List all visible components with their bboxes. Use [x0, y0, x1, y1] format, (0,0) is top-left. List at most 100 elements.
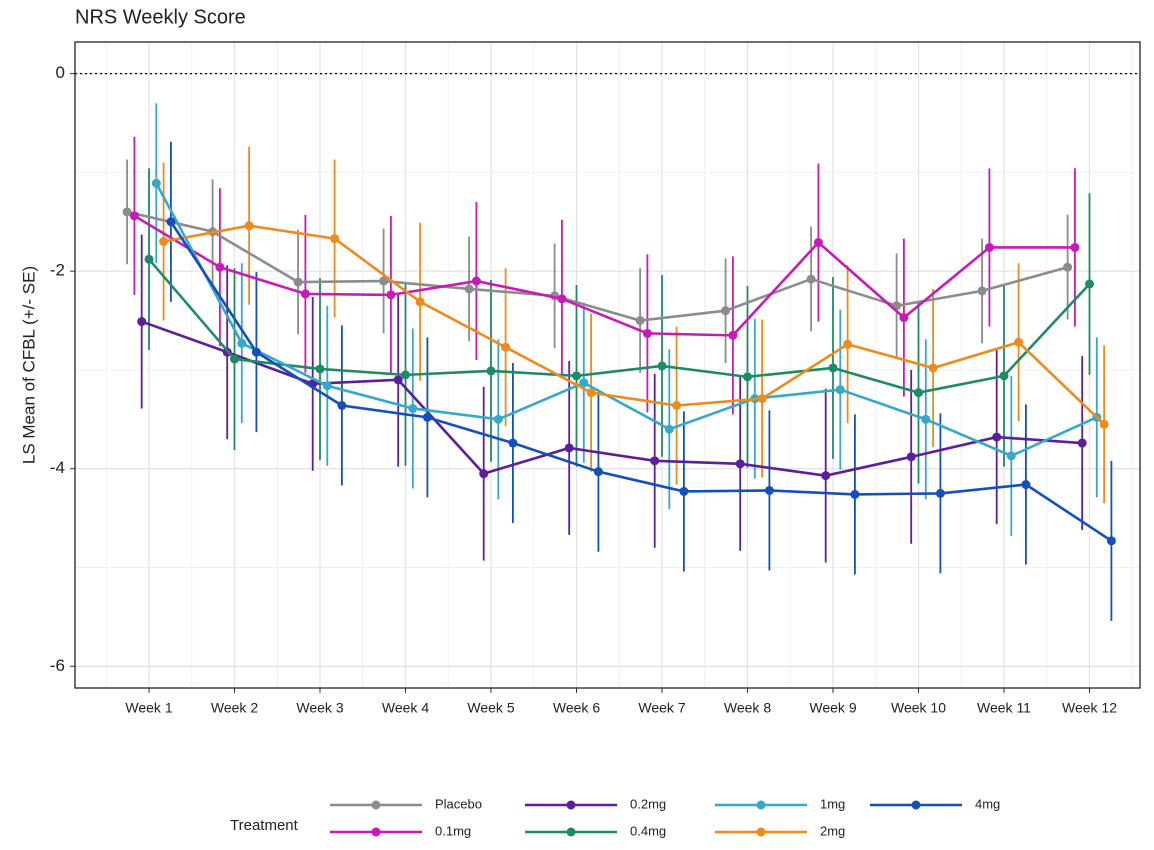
point [251, 347, 261, 357]
point [337, 400, 347, 410]
x-tick-label: Week 4 [382, 700, 429, 716]
legend-label: 1mg [820, 796, 845, 811]
point [159, 237, 169, 247]
point [593, 467, 603, 477]
legend-key-point [756, 800, 766, 810]
point [293, 277, 303, 287]
legend-key-point [911, 800, 921, 810]
point [479, 469, 489, 479]
x-tick-label: Week 11 [977, 700, 1031, 716]
point [415, 297, 425, 307]
point [386, 290, 396, 300]
x-tick-label: Week 1 [125, 700, 172, 716]
point [586, 388, 596, 398]
y-tick-label: -2 [50, 261, 65, 280]
x-tick-label: Week 5 [467, 700, 514, 716]
y-axis-label: LS Mean of CFBL (+/- SE) [19, 266, 38, 464]
point [1077, 438, 1087, 448]
point [728, 330, 738, 340]
point [493, 414, 503, 424]
chart-title: NRS Weekly Score [75, 6, 246, 28]
point [315, 364, 325, 374]
x-tick-label: Week 10 [891, 700, 946, 716]
point [215, 262, 225, 272]
series-line [126, 210, 1068, 322]
point [422, 412, 432, 422]
point [679, 486, 689, 496]
legend-label: 0.2mg [630, 796, 666, 811]
point [122, 207, 132, 217]
point [1106, 536, 1116, 546]
point [166, 217, 176, 227]
point [921, 414, 931, 424]
point [977, 286, 987, 296]
point [572, 371, 581, 381]
series-line [133, 214, 1075, 337]
y-tick-label: -6 [50, 656, 65, 675]
point [137, 317, 147, 327]
point [330, 234, 340, 244]
point [914, 388, 923, 398]
point [401, 370, 410, 380]
point [471, 276, 481, 286]
x-tick-label: Week 6 [553, 700, 600, 716]
x-tick-label: Week 7 [638, 700, 685, 716]
point [1006, 451, 1016, 461]
point [764, 485, 774, 495]
point [408, 403, 418, 413]
point [379, 276, 389, 286]
point [151, 178, 161, 188]
point [300, 289, 310, 299]
point [1070, 242, 1080, 252]
point [230, 354, 239, 364]
legend-label: 4mg [975, 796, 1000, 811]
point [721, 306, 731, 316]
y-tick-label: -4 [50, 458, 65, 477]
point [557, 294, 567, 304]
point [935, 488, 945, 498]
point [899, 313, 909, 323]
series-line [155, 182, 1098, 458]
point [564, 443, 574, 453]
point [464, 284, 474, 294]
point [664, 424, 674, 434]
point [850, 489, 860, 499]
series-line [163, 224, 1105, 426]
point [579, 378, 589, 388]
legend-label: Placebo [435, 796, 482, 811]
point [843, 339, 853, 349]
x-tick-label: Week 9 [809, 700, 856, 716]
point [144, 254, 154, 264]
point [835, 385, 845, 395]
legend-title: Treatment [230, 817, 299, 834]
point [1099, 419, 1109, 429]
point [322, 381, 332, 391]
point [828, 363, 838, 373]
point [999, 371, 1009, 381]
point [806, 274, 816, 284]
point [650, 456, 660, 466]
point [821, 471, 831, 481]
x-tick-label: Week 2 [211, 700, 258, 716]
point [813, 238, 823, 248]
point [1085, 279, 1094, 289]
point [237, 338, 247, 348]
point [757, 394, 767, 404]
legend-key-point [566, 827, 576, 837]
point [906, 452, 916, 462]
legend-label: 2mg [820, 823, 845, 838]
x-tick-label: Week 8 [724, 700, 771, 716]
legend-label: 0.1mg [435, 823, 471, 838]
point [928, 363, 938, 373]
legend-label: 0.4mg [630, 823, 666, 838]
series-line [169, 221, 1113, 542]
series-line [148, 258, 1091, 394]
point [501, 342, 511, 352]
point [743, 372, 752, 382]
plot-frame [74, 41, 1141, 689]
point [486, 366, 496, 376]
x-tick-label: Week 12 [1062, 700, 1117, 716]
y-tick-label: 0 [56, 63, 65, 82]
point [1014, 337, 1024, 347]
point [642, 328, 652, 338]
